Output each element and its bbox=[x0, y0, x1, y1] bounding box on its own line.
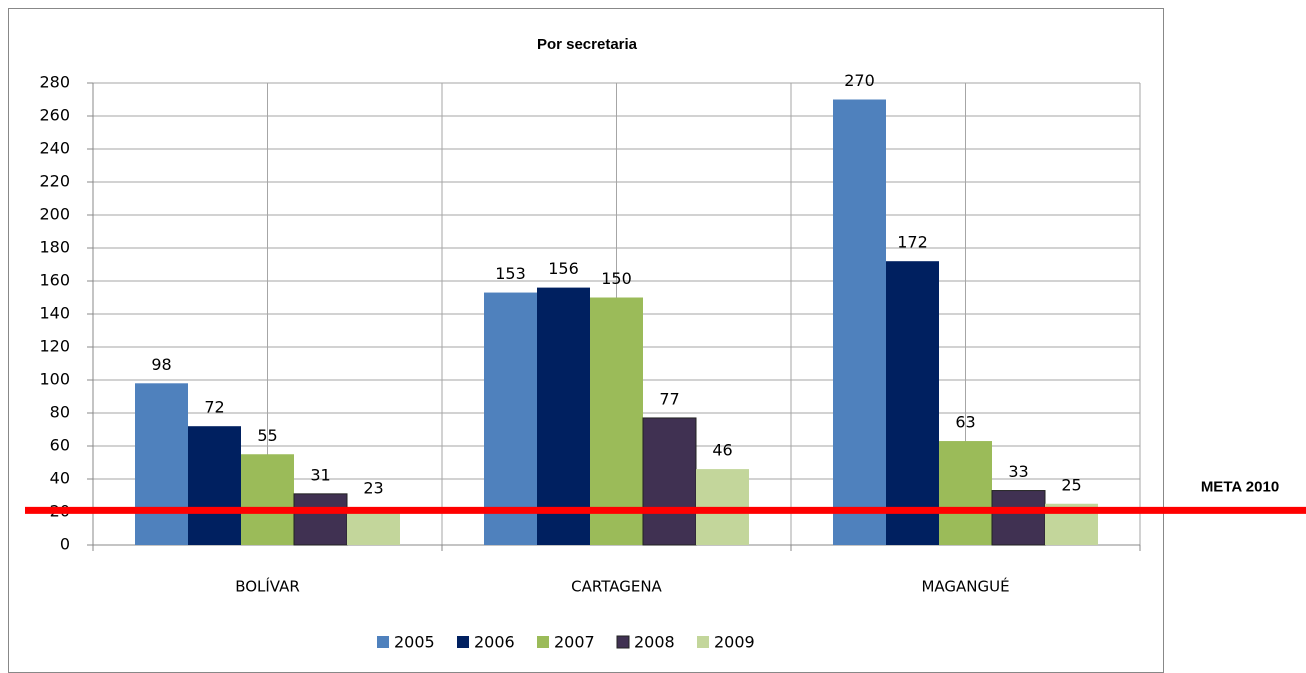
legend-label: 2009 bbox=[714, 633, 755, 652]
data-label: 33 bbox=[1008, 462, 1028, 481]
bar bbox=[833, 99, 886, 545]
bar bbox=[537, 287, 590, 545]
data-label: 46 bbox=[712, 441, 732, 460]
target-label: META 2010 bbox=[1201, 478, 1279, 495]
y-tick-label: 280 bbox=[39, 73, 70, 92]
legend-swatch bbox=[457, 636, 469, 648]
data-label: 156 bbox=[548, 259, 579, 278]
y-tick-label: 120 bbox=[39, 337, 70, 356]
data-label: 77 bbox=[659, 389, 679, 408]
bar bbox=[590, 297, 643, 545]
legend-label: 2005 bbox=[394, 633, 435, 652]
legend-swatch bbox=[697, 636, 709, 648]
legend-swatch bbox=[616, 635, 630, 649]
y-tick-label: 200 bbox=[39, 205, 70, 224]
data-label: 153 bbox=[495, 264, 526, 283]
bar bbox=[939, 441, 992, 545]
legend-swatch bbox=[537, 636, 549, 648]
chart-title: Por secretaria bbox=[537, 36, 638, 53]
bar bbox=[886, 261, 939, 545]
data-label: 25 bbox=[1061, 475, 1081, 494]
bar bbox=[293, 493, 348, 546]
y-tick-label: 260 bbox=[39, 106, 70, 125]
bar bbox=[642, 417, 697, 546]
data-label: 150 bbox=[601, 269, 632, 288]
y-tick-label: 240 bbox=[39, 139, 70, 158]
data-label: 72 bbox=[204, 398, 224, 417]
x-tick-label: BOLÍVAR bbox=[235, 577, 300, 596]
data-label: 270 bbox=[844, 71, 875, 90]
y-tick-label: 100 bbox=[39, 370, 70, 389]
bar bbox=[484, 292, 537, 545]
data-label: 55 bbox=[257, 426, 277, 445]
data-label: 63 bbox=[955, 413, 975, 432]
data-label: 23 bbox=[363, 479, 383, 498]
bar bbox=[188, 426, 241, 545]
data-label: 98 bbox=[151, 355, 171, 374]
y-tick-label: 180 bbox=[39, 238, 70, 257]
y-tick-label: 0 bbox=[60, 535, 70, 554]
data-label: 31 bbox=[310, 465, 330, 484]
y-tick-label: 220 bbox=[39, 172, 70, 191]
data-label: 172 bbox=[897, 233, 928, 252]
bar bbox=[991, 490, 1046, 546]
y-tick-label: 160 bbox=[39, 271, 70, 290]
legend-swatch bbox=[377, 636, 389, 648]
legend-label: 2008 bbox=[634, 633, 675, 652]
x-tick-label: CARTAGENA bbox=[571, 578, 662, 596]
y-tick-label: 60 bbox=[50, 436, 70, 455]
y-tick-label: 40 bbox=[50, 469, 70, 488]
y-tick-label: 80 bbox=[50, 403, 70, 422]
legend-label: 2006 bbox=[474, 633, 515, 652]
bar bbox=[241, 454, 294, 545]
y-tick-label: 140 bbox=[39, 304, 70, 323]
legend-label: 2007 bbox=[554, 633, 595, 652]
bar bbox=[135, 383, 188, 545]
x-tick-label: MAGANGUÉ bbox=[921, 577, 1009, 596]
